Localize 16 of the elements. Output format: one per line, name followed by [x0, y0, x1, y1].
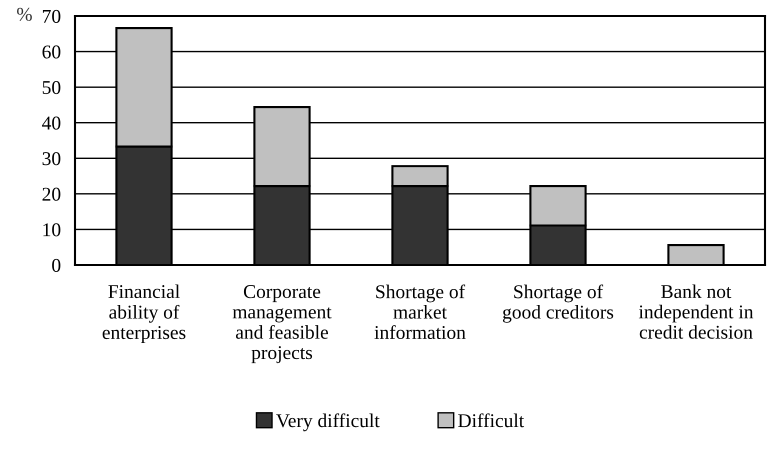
y-tick-label: 50 — [42, 80, 60, 94]
x-tick-label: Corporate management and feasible projects — [232, 285, 332, 364]
x-tick-label: Shortage of market information — [374, 284, 466, 340]
y-tick-label: 30 — [42, 152, 60, 166]
x-tick-label: Bank not independent in credit decision — [638, 284, 754, 339]
y-tick-label: 10 — [43, 223, 60, 236]
x-tick-label: Financial ability of enterprises — [102, 284, 186, 344]
y-axis-title: % — [17, 8, 32, 21]
x-tick-label: Shortage of good creditors — [502, 284, 614, 323]
legend-label: Difficult — [458, 413, 524, 428]
y-tick-label: 20 — [42, 188, 60, 201]
y-tick-label: 40 — [42, 116, 60, 130]
y-tick-label: 60 — [42, 45, 60, 59]
y-tick-label: 70 — [42, 10, 60, 23]
y-tick-label: 0 — [52, 258, 60, 272]
legend-label: Very difficult — [276, 413, 380, 432]
